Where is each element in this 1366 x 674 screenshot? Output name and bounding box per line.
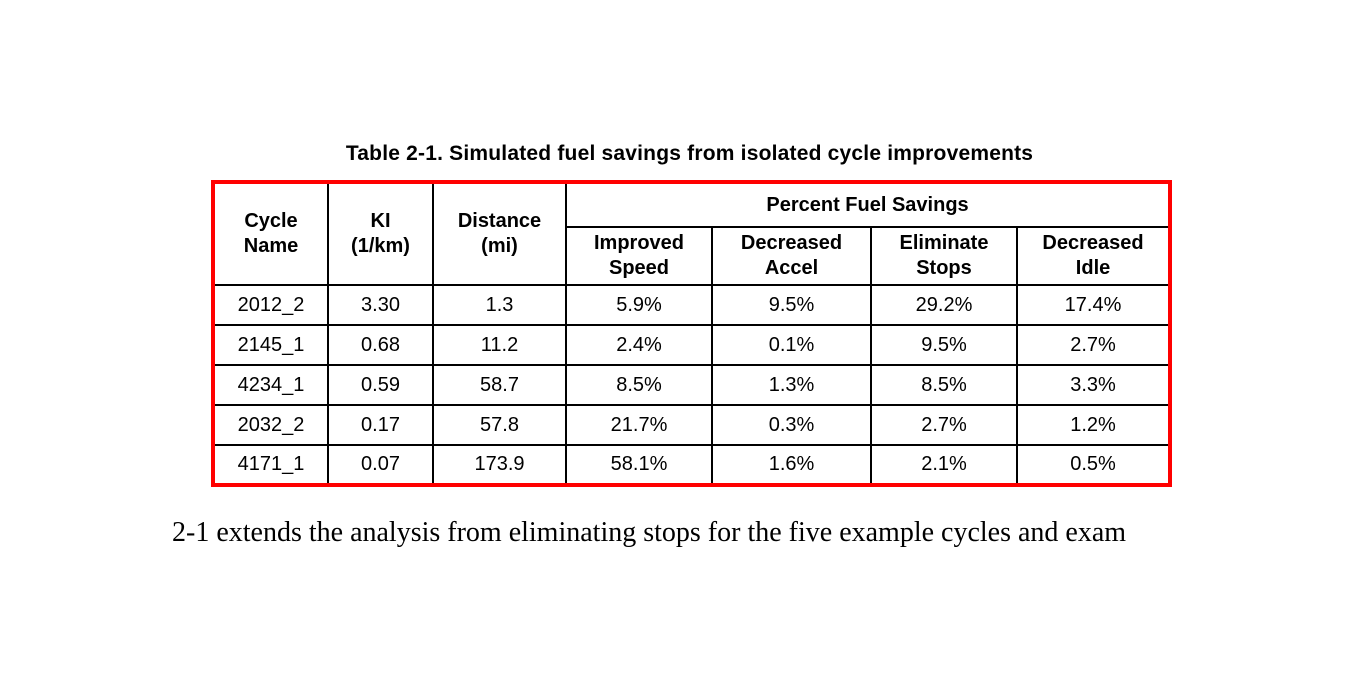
header-cycle-name: Cycle Name [212, 181, 329, 286]
table-cell: 2012_2 [212, 284, 329, 326]
table-cell: 9.5% [711, 284, 872, 326]
header-row-sub: Improved Speed Decreased Accel Eliminate… [213, 226, 1172, 286]
table-cell: 17.4% [1015, 284, 1172, 326]
table-cell: 1.3 [432, 284, 567, 326]
fuel-savings-table: Cycle Name KI (1/km) Distance (mi) Perce… [211, 180, 1173, 487]
table-cell: 29.2% [870, 284, 1018, 326]
table-cell: 3.30 [327, 284, 434, 326]
table-cell: 0.17 [327, 404, 434, 446]
table-cell: 57.8 [432, 404, 567, 446]
table-cell: 4234_1 [212, 364, 329, 406]
table-row: 4234_1 0.59 58.7 8.5% 1.3% 8.5% 3.3% [212, 364, 1172, 406]
table-cell: 9.5% [870, 324, 1018, 366]
subheader-improved-speed: Improved Speed [565, 226, 713, 286]
table-caption: Table 2-1. Simulated fuel savings from i… [345, 142, 1034, 165]
table-cell: 0.68 [327, 324, 434, 366]
table-cell: 0.3% [711, 404, 872, 446]
table-cell: 0.5% [1015, 444, 1172, 486]
table-cell: 2.7% [870, 404, 1018, 446]
table-cell: 0.07 [327, 444, 434, 486]
table-cell: 1.6% [711, 444, 872, 486]
body-text: 2-1 extends the analysis from eliminatin… [172, 517, 1127, 548]
subheader-eliminate-stops: Eliminate Stops [870, 226, 1018, 286]
table-cell: 173.9 [432, 444, 567, 486]
table-cell: 2.4% [565, 324, 713, 366]
table-cell: 0.1% [711, 324, 872, 366]
table-cell: 11.2 [432, 324, 567, 366]
table-cell: 1.2% [1015, 404, 1172, 446]
table-row: 4171_1 0.07 173.9 58.1% 1.6% 2.1% 0.5% [212, 444, 1172, 486]
table-cell: 8.5% [870, 364, 1018, 406]
header-ki: KI (1/km) [327, 181, 434, 286]
table-cell: 3.3% [1015, 364, 1172, 406]
table-cell: 2032_2 [212, 404, 329, 446]
subheader-decreased-accel: Decreased Accel [711, 226, 872, 286]
header-distance: Distance (mi) [432, 181, 567, 286]
subheader-decreased-idle: Decreased Idle [1015, 226, 1172, 286]
table-row: 2032_2 0.17 57.8 21.7% 0.3% 2.7% 1.2% [212, 404, 1172, 446]
table-cell: 8.5% [565, 364, 713, 406]
table-cell: 4171_1 [212, 444, 329, 486]
table-row: 2012_2 3.30 1.3 5.9% 9.5% 29.2% 17.4% [212, 284, 1172, 326]
table-block: Table 2-1. Simulated fuel savings from i… [211, 141, 1173, 487]
table-cell: 58.1% [565, 444, 713, 486]
table-row: 2145_1 0.68 11.2 2.4% 0.1% 9.5% 2.7% [212, 324, 1172, 366]
table-cell: 2.7% [1015, 324, 1172, 366]
table-cell: 21.7% [565, 404, 713, 446]
table-cell: 2.1% [870, 444, 1018, 486]
header-percent-fuel-savings: Percent Fuel Savings [564, 181, 1172, 228]
table-cell: 0.59 [327, 364, 434, 406]
table-cell: 5.9% [565, 284, 713, 326]
table-cell: 1.3% [711, 364, 872, 406]
header-row-group: Cycle Name KI (1/km) Distance (mi) Perce… [212, 181, 1172, 286]
table-cell: 58.7 [432, 364, 567, 406]
table-cell: 2145_1 [212, 324, 329, 366]
